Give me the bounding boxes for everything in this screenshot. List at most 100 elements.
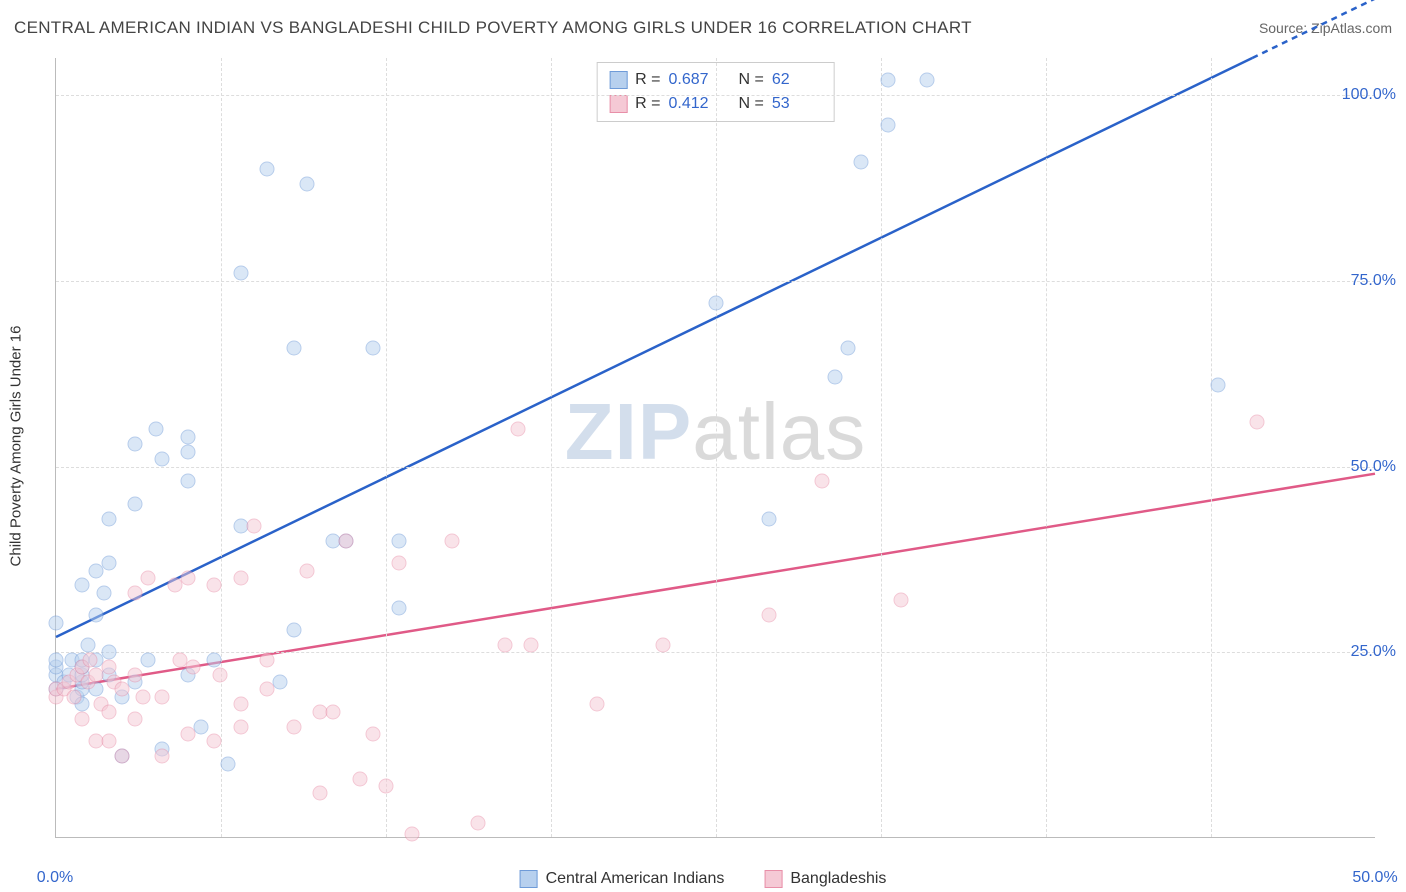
gridline-v [1211, 58, 1212, 837]
data-point [101, 704, 116, 719]
data-point [181, 474, 196, 489]
data-point [128, 496, 143, 511]
data-point [920, 73, 935, 88]
data-point [141, 571, 156, 586]
data-point [220, 756, 235, 771]
trend-line [56, 58, 1252, 637]
data-point [365, 727, 380, 742]
y-tick-label: 75.0% [1351, 272, 1396, 290]
data-point [49, 615, 64, 630]
legend-swatch [520, 870, 538, 888]
data-point [207, 578, 222, 593]
data-point [149, 422, 164, 437]
data-point [181, 571, 196, 586]
legend-swatch [764, 870, 782, 888]
data-point [101, 660, 116, 675]
data-point [854, 155, 869, 170]
data-point [154, 689, 169, 704]
header: CENTRAL AMERICAN INDIAN VS BANGLADESHI C… [14, 18, 1392, 38]
data-point [128, 667, 143, 682]
y-tick-label: 100.0% [1342, 86, 1396, 104]
data-point [128, 712, 143, 727]
data-point [286, 719, 301, 734]
data-point [761, 511, 776, 526]
r-label: R = [635, 68, 660, 92]
data-point [181, 727, 196, 742]
data-point [1250, 415, 1265, 430]
data-point [233, 719, 248, 734]
data-point [194, 719, 209, 734]
data-point [80, 637, 95, 652]
chart-title: CENTRAL AMERICAN INDIAN VS BANGLADESHI C… [14, 18, 972, 38]
data-point [392, 533, 407, 548]
legend-item: Central American Indians [520, 870, 725, 888]
data-point [101, 511, 116, 526]
data-point [405, 827, 420, 842]
x-tick-label: 0.0% [37, 869, 73, 887]
data-point [75, 712, 90, 727]
data-point [186, 660, 201, 675]
legend-label: Central American Indians [546, 870, 725, 888]
data-point [260, 652, 275, 667]
series-swatch [609, 95, 627, 113]
data-point [115, 749, 130, 764]
legend-label: Bangladeshis [790, 870, 886, 888]
y-tick-label: 25.0% [1351, 643, 1396, 661]
gridline-v [551, 58, 552, 837]
data-point [379, 779, 394, 794]
data-point [212, 667, 227, 682]
data-point [181, 429, 196, 444]
gridline-v [881, 58, 882, 837]
data-point [273, 675, 288, 690]
data-point [656, 637, 671, 652]
data-point [286, 340, 301, 355]
source-label: Source: ZipAtlas.com [1259, 20, 1392, 36]
watermark-atlas: atlas [692, 387, 866, 476]
data-point [128, 585, 143, 600]
gridline-v [716, 58, 717, 837]
data-point [497, 637, 512, 652]
data-point [83, 652, 98, 667]
legend-item: Bangladeshis [764, 870, 886, 888]
data-point [339, 533, 354, 548]
data-point [101, 734, 116, 749]
data-point [154, 452, 169, 467]
data-point [880, 73, 895, 88]
data-point [115, 682, 130, 697]
data-point [841, 340, 856, 355]
data-point [814, 474, 829, 489]
data-point [233, 266, 248, 281]
data-point [471, 816, 486, 831]
data-point [181, 444, 196, 459]
data-point [101, 556, 116, 571]
data-point [101, 645, 116, 660]
data-point [96, 585, 111, 600]
gridline-v [1046, 58, 1047, 837]
data-point [260, 162, 275, 177]
data-point [326, 704, 341, 719]
data-point [49, 652, 64, 667]
data-point [75, 578, 90, 593]
watermark-zip: ZIP [565, 387, 692, 476]
data-point [88, 608, 103, 623]
data-point [154, 749, 169, 764]
data-point [445, 533, 460, 548]
data-point [299, 177, 314, 192]
gridline-v [386, 58, 387, 837]
data-point [136, 689, 151, 704]
scatter-plot: ZIPatlas R =0.687N =62R =0.412N =53 [55, 58, 1375, 838]
data-point [313, 786, 328, 801]
data-point [207, 734, 222, 749]
data-point [141, 652, 156, 667]
data-point [299, 563, 314, 578]
data-point [392, 556, 407, 571]
data-point [128, 437, 143, 452]
data-point [761, 608, 776, 623]
r-value: 0.687 [669, 68, 719, 92]
data-point [260, 682, 275, 697]
data-point [827, 370, 842, 385]
y-tick-label: 50.0% [1351, 458, 1396, 476]
data-point [709, 296, 724, 311]
data-point [67, 689, 82, 704]
data-point [511, 422, 526, 437]
